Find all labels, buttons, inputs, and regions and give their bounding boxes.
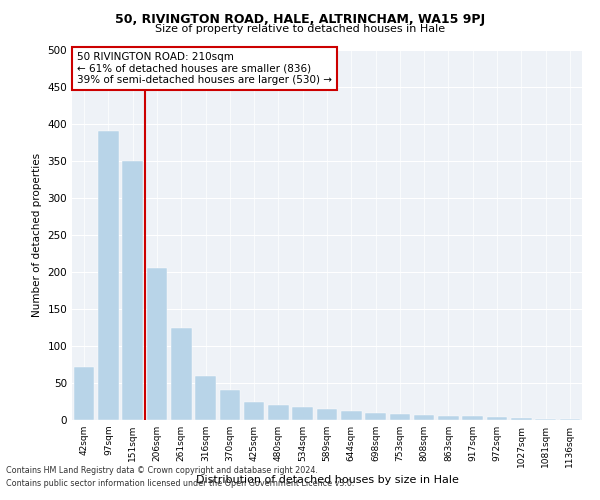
- Text: 50, RIVINGTON ROAD, HALE, ALTRINCHAM, WA15 9PJ: 50, RIVINGTON ROAD, HALE, ALTRINCHAM, WA…: [115, 12, 485, 26]
- Text: Contains HM Land Registry data © Crown copyright and database right 2024.: Contains HM Land Registry data © Crown c…: [6, 466, 318, 475]
- Bar: [122, 161, 143, 420]
- Y-axis label: Number of detached properties: Number of detached properties: [32, 153, 42, 317]
- Bar: [511, 418, 532, 420]
- Bar: [438, 416, 459, 420]
- Bar: [74, 366, 94, 420]
- Bar: [220, 390, 240, 420]
- Text: Contains public sector information licensed under the Open Government Licence v3: Contains public sector information licen…: [6, 478, 355, 488]
- X-axis label: Distribution of detached houses by size in Hale: Distribution of detached houses by size …: [196, 476, 458, 486]
- Bar: [317, 409, 337, 420]
- Bar: [560, 418, 580, 420]
- Bar: [414, 415, 434, 420]
- Bar: [365, 412, 386, 420]
- Bar: [487, 417, 508, 420]
- Bar: [146, 268, 167, 420]
- Bar: [341, 411, 362, 420]
- Bar: [244, 402, 265, 420]
- Bar: [389, 414, 410, 420]
- Text: 50 RIVINGTON ROAD: 210sqm
← 61% of detached houses are smaller (836)
39% of semi: 50 RIVINGTON ROAD: 210sqm ← 61% of detac…: [77, 52, 332, 85]
- Bar: [195, 376, 216, 420]
- Bar: [171, 328, 191, 420]
- Bar: [98, 132, 119, 420]
- Bar: [535, 418, 556, 420]
- Bar: [292, 406, 313, 420]
- Bar: [463, 416, 483, 420]
- Bar: [268, 405, 289, 420]
- Text: Size of property relative to detached houses in Hale: Size of property relative to detached ho…: [155, 24, 445, 34]
